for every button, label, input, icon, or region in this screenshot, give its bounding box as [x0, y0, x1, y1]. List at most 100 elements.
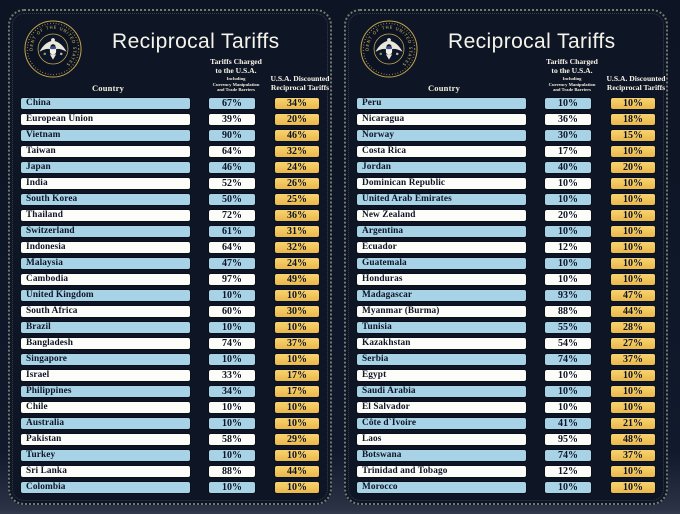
tariff-discounted-cell: 10% [610, 257, 656, 270]
tariff-discounted-cell: 24% [274, 161, 320, 174]
table-row: Trinidad and Tobago 12% 10% [356, 465, 656, 478]
tariff-discounted-cell: 10% [610, 145, 656, 158]
country-cell: China [20, 97, 191, 110]
tariff-charged-cell: 10% [544, 225, 592, 238]
tariff-charged-cell: 39% [208, 113, 256, 126]
country-cell: Pakistan [20, 433, 191, 446]
tariff-discounted-cell: 10% [274, 481, 320, 494]
eagle-wings [39, 40, 67, 52]
table-row: El Salvador 10% 10% [356, 401, 656, 414]
country-cell: New Zealand [356, 209, 527, 222]
discounted-column-header: U.S.A. Discounted Reciprocal Tariffs [270, 73, 330, 92]
tariff-charged-cell: 10% [208, 401, 256, 414]
tariff-discounted-cell: 10% [610, 401, 656, 414]
country-cell: Morocco [356, 481, 527, 494]
tariff-discounted-cell: 10% [610, 97, 656, 110]
tariff-discounted-cell: 10% [274, 321, 320, 334]
table-row: Colombia 10% 10% [20, 481, 320, 494]
eagle-wings [375, 40, 403, 52]
tariff-charged-cell: 10% [544, 385, 592, 398]
tariff-charged-cell: 10% [544, 369, 592, 382]
tariff-charged-cell: 33% [208, 369, 256, 382]
country-cell: Serbia [356, 353, 527, 366]
tariff-panel-right: PRESIDENT OF THE UNITED STATES Reciproca… [344, 9, 668, 505]
tariff-discounted-cell: 10% [610, 193, 656, 206]
tariff-charged-cell: 47% [208, 257, 256, 270]
country-cell: Switzerland [20, 225, 191, 238]
tariff-charged-cell: 54% [544, 337, 592, 350]
tariff-discounted-cell: 36% [274, 209, 320, 222]
tariff-charged-cell: 97% [208, 273, 256, 286]
table-row: Honduras 10% 10% [356, 273, 656, 286]
tariff-charged-cell: 40% [544, 161, 592, 174]
table-row: Chile 10% 10% [20, 401, 320, 414]
tariff-discounted-cell: 20% [274, 113, 320, 126]
table-row: Switzerland 61% 31% [20, 225, 320, 238]
table-row: Botswana 74% 37% [356, 449, 656, 462]
tariff-discounted-cell: 17% [274, 369, 320, 382]
tariff-discounted-cell: 37% [274, 337, 320, 350]
table-row: Guatemala 10% 10% [356, 257, 656, 270]
country-cell: Egypt [356, 369, 527, 382]
table-row: Serbia 74% 37% [356, 353, 656, 366]
table-row: India 52% 26% [20, 177, 320, 190]
tariff-charged-cell: 34% [208, 385, 256, 398]
country-cell: Guatemala [356, 257, 527, 270]
tariff-charged-cell: 67% [208, 97, 256, 110]
table-row: Costa Rica 17% 10% [356, 145, 656, 158]
tariff-discounted-cell: 10% [274, 417, 320, 430]
country-cell: European Union [20, 113, 191, 126]
table-row: Côte d`Ivoire 41% 21% [356, 417, 656, 430]
country-cell: Madagascar [356, 289, 527, 302]
country-cell: Chile [20, 401, 191, 414]
tariff-discounted-cell: 21% [610, 417, 656, 430]
table-row: South Africa 60% 30% [20, 305, 320, 318]
table-row: United Kingdom 10% 10% [20, 289, 320, 302]
table-row: Sri Lanka 88% 44% [20, 465, 320, 478]
panel-title: Reciprocal Tariffs [448, 30, 616, 53]
country-cell: Trinidad and Tobago [356, 465, 527, 478]
tariff-discounted-cell: 10% [274, 401, 320, 414]
country-cell: Taiwan [20, 145, 191, 158]
country-cell: Australia [20, 417, 191, 430]
tariff-discounted-cell: 18% [610, 113, 656, 126]
tariff-charged-cell: 30% [544, 129, 592, 142]
country-cell: United Kingdom [20, 289, 191, 302]
country-cell: Malaysia [20, 257, 191, 270]
tariff-discounted-cell: 20% [610, 161, 656, 174]
country-cell: South Korea [20, 193, 191, 206]
table-row: Taiwan 64% 32% [20, 145, 320, 158]
tariff-charged-cell: 36% [544, 113, 592, 126]
country-cell: Dominican Republic [356, 177, 527, 190]
country-cell: Philippines [20, 385, 191, 398]
tariff-panel-left: PRESIDENT OF THE UNITED STATES Reciproca… [8, 9, 332, 505]
country-cell: Indonesia [20, 241, 191, 254]
tariff-charged-cell: 10% [208, 353, 256, 366]
tariff-charged-cell: 10% [544, 257, 592, 270]
eagle-tail [385, 54, 393, 60]
country-cell: Bangladesh [20, 337, 191, 350]
tariff-discounted-cell: 46% [274, 129, 320, 142]
tariff-charged-cell: 10% [544, 481, 592, 494]
table-row: Dominican Republic 10% 10% [356, 177, 656, 190]
country-cell: Myanmar (Burma) [356, 305, 527, 318]
tariff-charged-cell: 20% [544, 209, 592, 222]
tariff-discounted-cell: 10% [274, 289, 320, 302]
tariff-discounted-cell: 28% [610, 321, 656, 334]
table-row: South Korea 50% 25% [20, 193, 320, 206]
tariff-discounted-cell: 37% [610, 449, 656, 462]
country-cell: Peru [356, 97, 527, 110]
table-row: Saudi Arabia 10% 10% [356, 385, 656, 398]
table-row: Madagascar 93% 47% [356, 289, 656, 302]
tariff-discounted-cell: 10% [610, 177, 656, 190]
tariff-discounted-cell: 29% [274, 433, 320, 446]
country-cell: Saudi Arabia [356, 385, 527, 398]
tariff-charged-cell: 10% [208, 321, 256, 334]
tariff-discounted-cell: 31% [274, 225, 320, 238]
tariff-charged-cell: 90% [208, 129, 256, 142]
table-row: Peru 10% 10% [356, 97, 656, 110]
tariff-charged-cell: 41% [544, 417, 592, 430]
table-row: Bangladesh 74% 37% [20, 337, 320, 350]
tariff-charged-cell: 88% [544, 305, 592, 318]
